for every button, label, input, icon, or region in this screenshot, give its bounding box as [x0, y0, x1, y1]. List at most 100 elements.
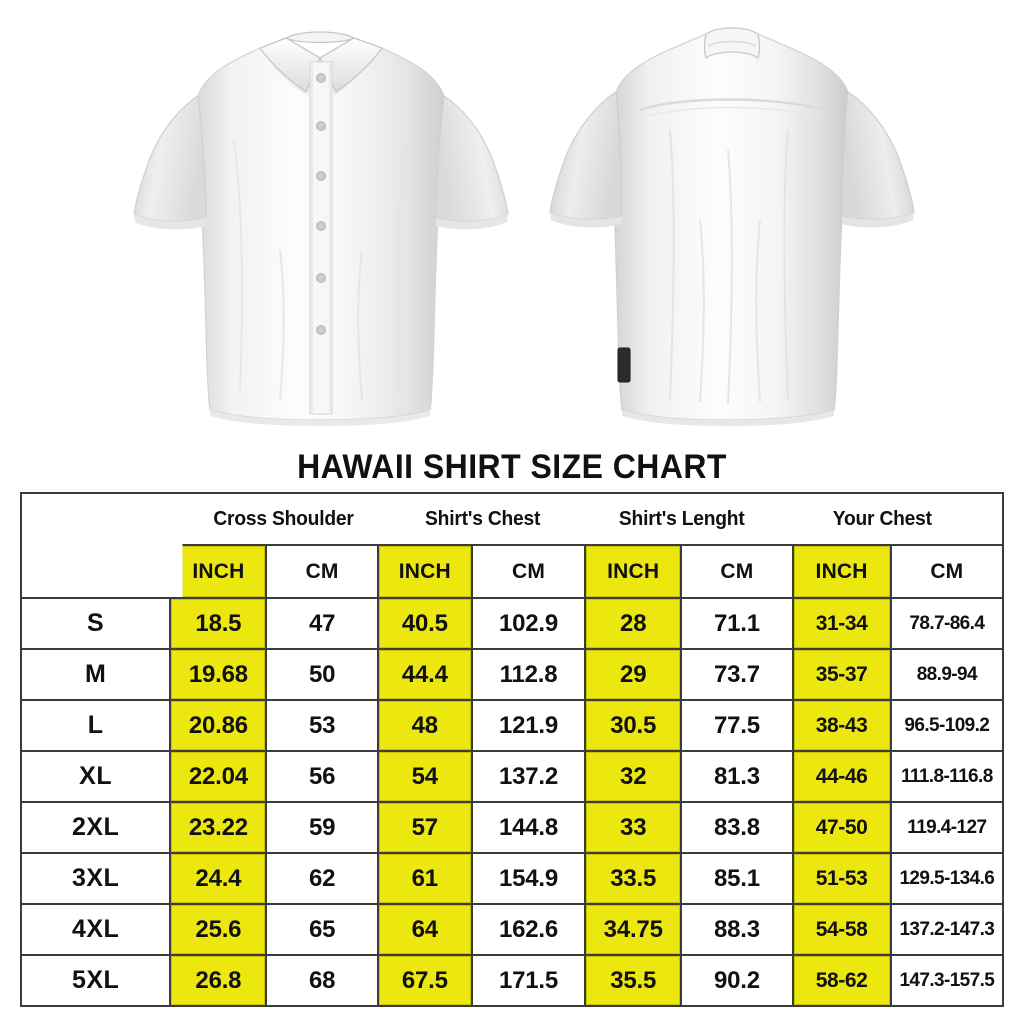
cell-your-chest-inch: 44-46 [791, 750, 892, 803]
cell-your-chest-inch: 58-62 [791, 954, 892, 1007]
shirt-folds [233, 139, 407, 401]
table-corner-cell [39, 492, 185, 599]
cell-your-chest-inch: 31-34 [791, 597, 892, 650]
shirt-buttons [316, 73, 326, 335]
shirt-sleeve-right-hem [436, 214, 508, 230]
shirt-sleeve-back-right-hem [842, 212, 914, 228]
cell-shirts-length-cm: 88.3 [680, 903, 794, 956]
cell-shirts-chest-inch: 54 [376, 750, 473, 803]
shirt-sleeve-left [133, 94, 207, 223]
cell-your-chest-cm: 111.8-116.8 [889, 750, 1005, 803]
table-row: S 18.5 47 40.5 102.9 28 71.1 31-34 78.7-… [19, 597, 1005, 650]
cell-shirts-chest-cm: 112.8 [470, 648, 587, 701]
shirt-back-hem [622, 410, 834, 426]
cell-shirts-length-inch: 33 [584, 801, 683, 854]
cell-shirts-chest-inch: 67.5 [376, 954, 473, 1007]
cell-shirts-chest-cm: 121.9 [470, 699, 587, 752]
shirt-back-svg [549, 27, 915, 426]
cell-your-chest-cm: 88.9-94 [889, 648, 1005, 701]
cell-shirts-length-cm: 85.1 [680, 852, 794, 905]
cell-shirts-length-cm: 77.5 [680, 699, 794, 752]
cell-shirts-chest-inch: 40.5 [376, 597, 473, 650]
shirt-collar-right [319, 37, 384, 93]
cell-cross-shoulder-cm: 50 [265, 648, 379, 701]
shirt-collar-back [703, 27, 761, 60]
size-label: S [19, 597, 172, 650]
cell-cross-shoulder-cm: 65 [265, 903, 379, 956]
size-chart-container: Cross Shoulder Shirt's Chest Shirt's Len… [19, 492, 1005, 1007]
shirt-gallery [0, 0, 1024, 448]
shirt-hem [210, 410, 430, 426]
table-row: 4XL 25.6 65 64 162.6 34.75 88.3 54-58 13… [19, 903, 1005, 956]
group-header-cross-shoulder: Cross Shoulder [183, 492, 385, 546]
cell-cross-shoulder-cm: 47 [265, 597, 379, 650]
cell-shirts-length-cm: 81.3 [680, 750, 794, 803]
cell-shirts-chest-cm: 162.6 [470, 903, 587, 956]
table-row: XL 22.04 56 54 137.2 32 81.3 44-46 111.8… [19, 750, 1005, 803]
table-row: M 19.68 50 44.4 112.8 29 73.7 35-37 88.9… [19, 648, 1005, 701]
size-label: 3XL [19, 852, 172, 905]
cell-shirts-chest-cm: 171.5 [470, 954, 587, 1007]
unit-header-your-chest-cm: CM [889, 544, 1005, 599]
group-header-your-chest: Your Chest [780, 492, 985, 546]
cell-shirts-chest-cm: 154.9 [470, 852, 587, 905]
shirt-sleeve-right [435, 94, 509, 223]
cell-shirts-length-cm: 90.2 [680, 954, 794, 1007]
cell-your-chest-cm: 96.5-109.2 [889, 699, 1005, 752]
cell-shirts-length-inch: 34.75 [584, 903, 683, 956]
table-unit-header-row: INCH CM INCH CM INCH CM INCH CM [21, 544, 1005, 599]
cell-cross-shoulder-cm: 62 [265, 852, 379, 905]
shirt-sleeve-back-right [841, 90, 915, 221]
table-row: 5XL 26.8 68 67.5 171.5 35.5 90.2 58-62 1… [19, 954, 1005, 1007]
cell-your-chest-cm: 137.2-147.3 [889, 903, 1005, 956]
unit-header-your-chest-inch: INCH [791, 544, 892, 599]
size-label: 2XL [19, 801, 172, 854]
table-row: 2XL 23.22 59 57 144.8 33 83.8 47-50 119.… [19, 801, 1005, 854]
cell-cross-shoulder-inch: 24.4 [169, 852, 268, 905]
size-label: XL [19, 750, 172, 803]
page-title: HAWAII SHIRT SIZE CHART [297, 448, 727, 486]
table-body: S 18.5 47 40.5 102.9 28 71.1 31-34 78.7-… [19, 597, 1005, 1007]
shirt-sleeve-back-left-hem [550, 212, 622, 228]
cell-cross-shoulder-inch: 26.8 [169, 954, 268, 1007]
table-group-header-row: Cross Shoulder Shirt's Chest Shirt's Len… [39, 492, 985, 599]
shirt-back-yoke-seam [639, 98, 825, 112]
cell-cross-shoulder-inch: 18.5 [169, 597, 268, 650]
cell-your-chest-cm: 119.4-127 [889, 801, 1005, 854]
shirt-back-image [520, 0, 940, 448]
unit-header-shirts-chest-inch: INCH [376, 544, 473, 599]
cell-your-chest-inch: 35-37 [791, 648, 892, 701]
cell-your-chest-inch: 51-53 [791, 852, 892, 905]
size-label: L [19, 699, 172, 752]
cell-cross-shoulder-inch: 23.22 [169, 801, 268, 854]
shirt-sleeve-left-hem [134, 214, 206, 230]
cell-shirts-chest-inch: 57 [376, 801, 473, 854]
shirt-collar-left [258, 37, 321, 93]
size-label: 4XL [19, 903, 172, 956]
cell-cross-shoulder-cm: 59 [265, 801, 379, 854]
shirt-back-yoke-seam-2 [641, 106, 823, 119]
unit-header-cross-shoulder-cm: CM [265, 544, 379, 599]
cell-shirts-length-cm: 71.1 [680, 597, 794, 650]
cell-shirts-length-inch: 32 [584, 750, 683, 803]
table-row: L 20.86 53 48 121.9 30.5 77.5 38-43 96.5… [19, 699, 1005, 752]
cell-cross-shoulder-inch: 25.6 [169, 903, 268, 956]
cell-cross-shoulder-cm: 56 [265, 750, 379, 803]
shirt-back-folds [669, 129, 789, 405]
cell-shirts-length-inch: 33.5 [584, 852, 683, 905]
shirt-sleeve-back-left [549, 90, 623, 221]
cell-shirts-length-inch: 29 [584, 648, 683, 701]
cell-shirts-chest-inch: 61 [376, 852, 473, 905]
cell-your-chest-inch: 54-58 [791, 903, 892, 956]
cell-your-chest-cm: 78.7-86.4 [889, 597, 1005, 650]
unit-header-shirts-chest-cm: CM [470, 544, 587, 599]
cell-cross-shoulder-inch: 20.86 [169, 699, 268, 752]
cell-your-chest-inch: 47-50 [791, 801, 892, 854]
cell-cross-shoulder-inch: 22.04 [169, 750, 268, 803]
cell-shirts-chest-inch: 64 [376, 903, 473, 956]
size-label: M [19, 648, 172, 701]
cell-cross-shoulder-cm: 53 [265, 699, 379, 752]
cell-shirts-chest-cm: 102.9 [470, 597, 587, 650]
group-header-shirts-length: Shirt's Lenght [581, 492, 783, 546]
shirt-front-image [110, 0, 530, 448]
